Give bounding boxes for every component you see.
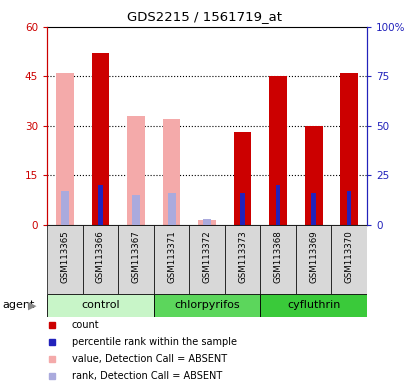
Bar [98, 185, 102, 225]
Bar [269, 76, 286, 225]
Text: percentile rank within the sample: percentile rank within the sample [72, 337, 236, 347]
Text: GSM113367: GSM113367 [131, 230, 140, 283]
Text: GSM113365: GSM113365 [60, 230, 69, 283]
Bar [127, 116, 144, 225]
Text: GSM113369: GSM113369 [308, 230, 317, 283]
Bar [61, 191, 69, 225]
Bar [132, 195, 139, 225]
Bar [260, 294, 366, 317]
Bar [56, 73, 74, 225]
Text: chlorpyrifos: chlorpyrifos [174, 300, 239, 310]
Bar [240, 193, 244, 225]
Bar [202, 219, 211, 225]
Bar [295, 225, 330, 294]
Bar [224, 225, 260, 294]
Bar [311, 193, 315, 225]
Text: GSM113373: GSM113373 [238, 230, 247, 283]
Bar [47, 225, 83, 294]
Text: GSM113370: GSM113370 [344, 230, 353, 283]
Bar [346, 191, 351, 225]
Bar [198, 220, 216, 225]
Bar [260, 225, 295, 294]
Bar [339, 73, 357, 225]
Text: value, Detection Call = ABSENT: value, Detection Call = ABSENT [72, 354, 226, 364]
Bar [153, 294, 260, 317]
Bar [330, 225, 366, 294]
Text: ▶: ▶ [28, 300, 36, 310]
Text: control: control [81, 300, 119, 310]
Bar [167, 193, 175, 225]
Text: GDS2215 / 1561719_at: GDS2215 / 1561719_at [127, 10, 282, 23]
Text: GSM113366: GSM113366 [96, 230, 105, 283]
Bar [153, 225, 189, 294]
Bar [189, 225, 224, 294]
Bar [47, 294, 153, 317]
Bar [162, 119, 180, 225]
Bar [118, 225, 153, 294]
Bar [83, 225, 118, 294]
Text: agent: agent [2, 300, 34, 310]
Text: GSM113368: GSM113368 [273, 230, 282, 283]
Bar [304, 126, 322, 225]
Bar [91, 53, 109, 225]
Text: GSM113372: GSM113372 [202, 230, 211, 283]
Bar [233, 132, 251, 225]
Text: count: count [72, 320, 99, 330]
Bar [275, 185, 280, 225]
Text: GSM113371: GSM113371 [166, 230, 175, 283]
Text: rank, Detection Call = ABSENT: rank, Detection Call = ABSENT [72, 371, 221, 381]
Text: cyfluthrin: cyfluthrin [286, 300, 339, 310]
